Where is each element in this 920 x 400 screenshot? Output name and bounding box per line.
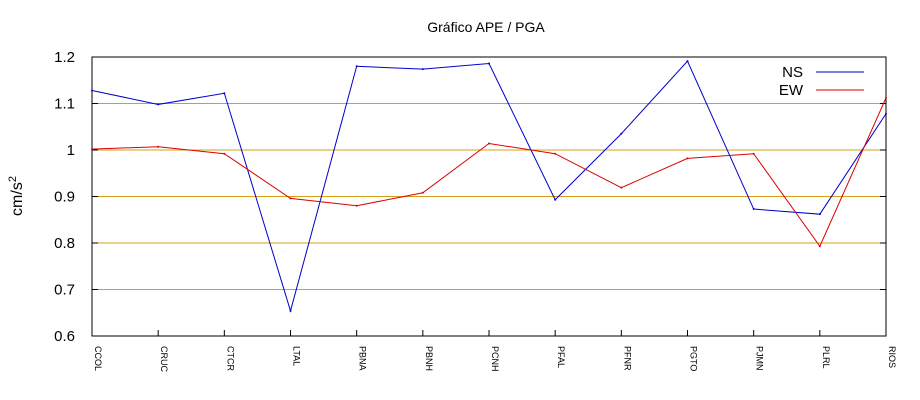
y-axis: 0.6 0.7 0.8 0.9 1 1.1 1.2 <box>54 49 886 345</box>
x-tick-label: PCNH <box>490 346 500 372</box>
x-tick-label: PGTO <box>689 346 699 371</box>
series-ew-point <box>818 245 821 248</box>
series-ew-point <box>554 152 557 155</box>
legend-label-ns: NS <box>782 64 803 81</box>
series-group <box>91 60 887 313</box>
series-ew-point <box>488 142 490 145</box>
series-ns-point <box>554 198 557 201</box>
series-ew-point <box>421 191 424 194</box>
series-ns-point <box>488 62 490 65</box>
x-tick-label: CCOL <box>93 346 103 371</box>
y-tick-label: 1 <box>67 142 75 159</box>
series-ns-point <box>157 103 160 106</box>
x-tick-label: PJMN <box>755 346 765 371</box>
x-tick-label: PFAL <box>556 346 566 368</box>
series-ns-point <box>355 65 358 68</box>
y-axis-label-exponent: 2 <box>7 176 19 182</box>
series-ns-point <box>91 89 93 92</box>
series-ew-point <box>620 186 623 189</box>
series-ns-point <box>752 208 755 211</box>
series-ns-point <box>620 132 623 135</box>
series-ew-point <box>223 152 226 155</box>
series-ew-point <box>355 204 358 207</box>
y-tick-label: 1.2 <box>54 49 75 66</box>
series-ns-point <box>818 213 821 216</box>
series-ns-point <box>421 68 424 71</box>
grid <box>92 103 886 290</box>
y-tick-label: 0.9 <box>54 189 75 206</box>
x-tick-label: CRUC <box>159 346 169 372</box>
chart-title: Gráfico APE / PGA <box>427 19 545 35</box>
x-tick-label: PFNR <box>622 346 632 371</box>
series-ns-point <box>885 112 887 115</box>
x-tick-label: PBNA <box>358 346 368 371</box>
x-tick-label: CTCR <box>225 346 235 371</box>
y-tick-label: 0.8 <box>54 235 75 252</box>
x-axis: CCOL CRUC CTCR LTAL PBNA PBNH PCNH PFAL PFNR PGTO… <box>91 330 897 372</box>
x-tick-label: PBNH <box>424 346 434 371</box>
series-ew-point <box>752 152 755 155</box>
series-ew-point <box>686 157 689 160</box>
y-tick-label: 1.1 <box>54 96 75 113</box>
series-ew-point <box>91 148 93 151</box>
series-ns-point <box>686 60 689 63</box>
series-ew-point <box>885 96 887 99</box>
x-tick-label: RIOS <box>887 346 897 368</box>
series-ns-line <box>91 60 887 313</box>
y-tick-label: 0.6 <box>54 328 75 345</box>
y-axis-label-base: cm/s <box>9 182 26 216</box>
x-tick-label: PLRL <box>821 346 831 369</box>
series-ns-point <box>223 92 226 95</box>
series-ns-point <box>289 309 292 312</box>
y-axis-label: cm/s2 <box>7 176 26 216</box>
y-tick-label: 0.7 <box>54 282 75 299</box>
series-ew-line <box>91 97 887 248</box>
series-ew-point <box>157 145 160 148</box>
series-ew-point <box>289 197 292 200</box>
legend-label-ew: EW <box>779 82 804 99</box>
x-tick-label: LTAL <box>292 346 302 366</box>
